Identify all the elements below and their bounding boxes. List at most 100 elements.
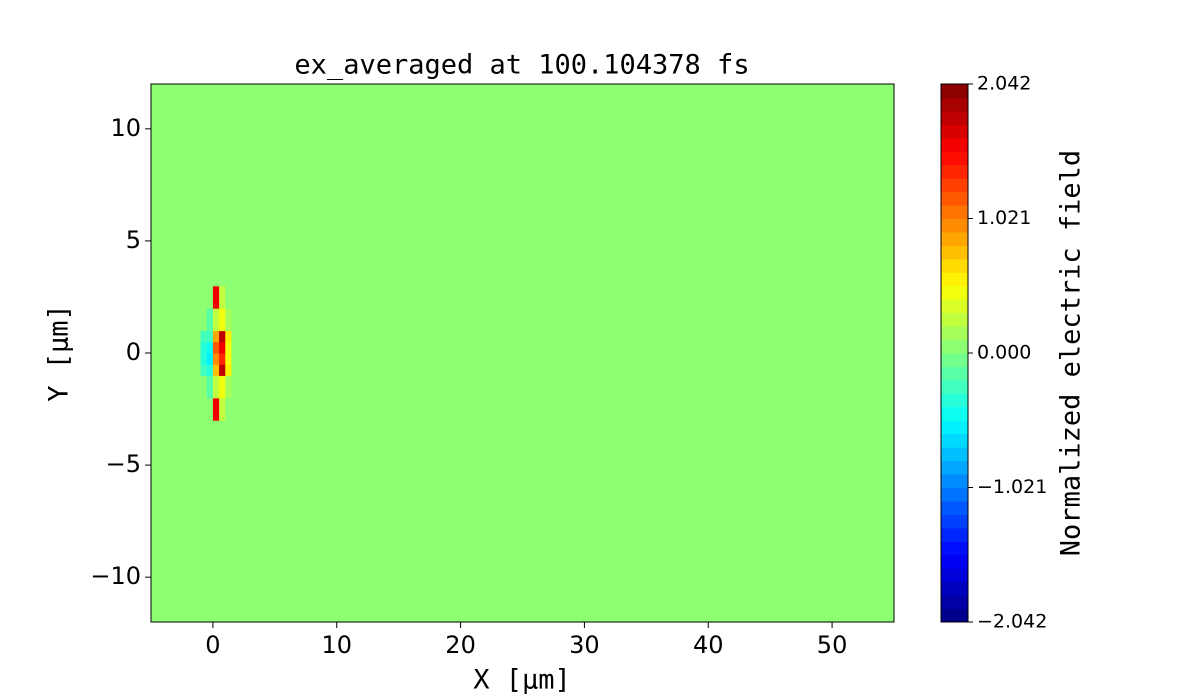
heatmap-cell — [219, 353, 226, 365]
colorbar-tick-label: −1.021 — [977, 476, 1047, 498]
heatmap-cell — [231, 353, 895, 365]
colorbar-band — [941, 608, 968, 623]
heatmap-cell — [212, 84, 220, 287]
heatmap-cell — [225, 341, 232, 354]
heatmap-cell — [151, 308, 202, 332]
heatmap-cell — [212, 364, 220, 376]
colorbar-band — [941, 595, 968, 610]
heatmap-cell — [212, 353, 220, 365]
heatmap-cell — [151, 375, 202, 399]
heatmap-cell — [225, 330, 232, 343]
heatmap-cell — [212, 285, 220, 309]
heatmap-cell — [225, 420, 232, 623]
heatmap-cell — [231, 397, 895, 421]
heatmap-cell — [151, 353, 202, 365]
heatmap-cell — [212, 375, 220, 399]
colorbar-band — [941, 218, 968, 233]
x-tick-label: 0 — [205, 631, 220, 659]
heatmap-cell — [225, 84, 232, 287]
colorbar-tick-label: 0.000 — [977, 342, 1031, 364]
heatmap-cell — [200, 420, 208, 623]
heatmap-cell — [231, 375, 895, 399]
heatmap-cell — [206, 353, 214, 365]
heatmap-cell — [206, 330, 214, 343]
y-tick-label: 10 — [110, 114, 141, 142]
heatmap-cell — [219, 341, 226, 354]
colorbar-band — [941, 447, 968, 462]
heatmap-cell — [231, 364, 895, 376]
colorbar-band — [941, 326, 968, 341]
colorbar-label: Normalized electric field — [1056, 150, 1087, 556]
heatmap-cell — [219, 285, 226, 309]
colorbar-band — [941, 527, 968, 542]
heatmap-cell — [212, 330, 220, 343]
colorbar-band — [941, 568, 968, 583]
colorbar-band — [941, 487, 968, 502]
colorbar-band — [941, 151, 968, 166]
x-tick-label: 20 — [445, 631, 476, 659]
colorbar-band — [941, 353, 968, 367]
heatmap-cell — [206, 364, 214, 376]
colorbar-band — [941, 514, 968, 529]
heatmap-cell — [231, 420, 895, 623]
heatmap-cell — [219, 397, 226, 421]
colorbar-band — [941, 312, 968, 327]
heatmap-cell — [212, 341, 220, 354]
colorbar-band — [941, 366, 968, 381]
heatmap-cell — [212, 397, 220, 421]
colorbar-band — [941, 581, 968, 596]
heatmap-cell — [231, 84, 895, 287]
heatmap-cell — [219, 330, 226, 343]
colorbar-band — [941, 137, 968, 152]
heatmap-cell — [212, 420, 220, 623]
heatmap-cell — [206, 397, 214, 421]
colorbar-band — [941, 299, 968, 314]
colorbar-band — [941, 245, 968, 260]
heatmap-cell — [206, 84, 214, 287]
heatmap-cell — [219, 308, 226, 332]
heatmap-cell — [231, 330, 895, 343]
colorbar-band — [941, 84, 968, 98]
colorbar-band — [941, 554, 968, 569]
heatmap-cell — [219, 420, 226, 623]
heatmap-cell — [151, 341, 202, 354]
colorbar-band — [941, 406, 968, 421]
heatmap-cell — [151, 420, 202, 623]
colorbar-band — [941, 393, 968, 408]
heatmap-cell — [200, 330, 208, 343]
heatmap-cell — [225, 308, 232, 332]
colorbar-band — [941, 258, 968, 273]
colorbar-band — [941, 460, 968, 475]
heatmap-cell — [231, 285, 895, 309]
colorbar-band — [941, 379, 968, 394]
colorbar-band — [941, 433, 968, 448]
y-tick-label: −10 — [90, 562, 141, 590]
y-axis-label: Y [μm] — [44, 304, 75, 402]
heatmap-cell — [219, 84, 226, 287]
heatmap-cell — [225, 353, 232, 365]
colorbar-band — [941, 97, 968, 112]
colorbar-band — [941, 164, 968, 179]
y-tick-label: −5 — [106, 450, 141, 478]
heatmap-cell — [231, 341, 895, 354]
colorbar-band — [941, 339, 968, 354]
colorbar-band — [941, 272, 968, 287]
heatmap-cell — [200, 364, 208, 376]
heatmap-cell — [151, 285, 202, 309]
heatmap-cell — [225, 375, 232, 399]
chart-title: ex_averaged at 100.104378 fs — [294, 50, 749, 81]
colorbar-band — [941, 541, 968, 556]
heatmap-cell — [219, 364, 226, 376]
heatmap-cell — [151, 330, 202, 343]
x-tick-label: 40 — [693, 631, 724, 659]
heatmap-cell — [151, 364, 202, 376]
heatmap-cell — [206, 375, 214, 399]
heatmap-cell — [219, 375, 226, 399]
colorbar-band — [941, 191, 968, 206]
colorbar-tick-label: 2.042 — [977, 73, 1031, 95]
y-tick-label: 5 — [126, 226, 141, 254]
heatmap-cell — [206, 341, 214, 354]
heatmap-cell — [231, 308, 895, 332]
heatmap-cell — [151, 397, 202, 421]
